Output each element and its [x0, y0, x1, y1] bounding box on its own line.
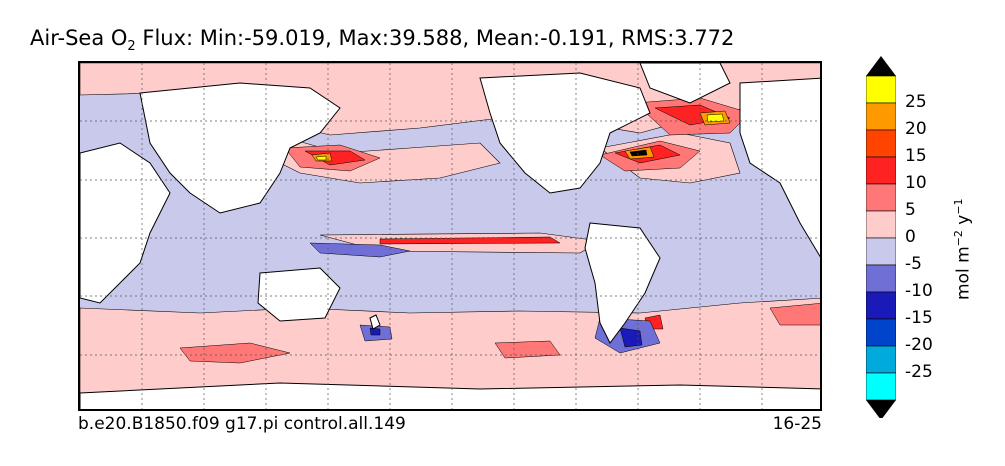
colorbar [866, 56, 896, 418]
colorbar-tick-label: -20 [905, 335, 933, 355]
tasman-deep [369, 327, 381, 336]
south-america-land [584, 222, 661, 344]
colorbar-tick-label: 10 [905, 173, 927, 193]
colorbar-tick-label: 5 [905, 200, 916, 220]
southern-ocean-patch-2 [494, 340, 561, 359]
colorbar-tick-label: -10 [905, 281, 933, 301]
colorbar-extend-bottom [866, 400, 896, 418]
run-name-label: b.e20.B1850.f09 g17.pi control.all.149 [78, 414, 406, 434]
units-exp-2: −1 [952, 198, 965, 215]
australia-land [257, 267, 341, 322]
colorbar-segment [866, 75, 896, 104]
colorbar-segment [866, 318, 896, 347]
colorbar-tick-label: 0 [905, 227, 916, 247]
colorbar-segment [866, 156, 896, 185]
colorbar-segment [866, 237, 896, 266]
colorbar-segment [866, 264, 896, 293]
colorbar-segment [866, 291, 896, 320]
north-pacific-band [269, 132, 501, 184]
flux-map [78, 61, 822, 411]
colorbar-units-label: mol m−2 y−1 [952, 198, 974, 300]
kuroshio-yellow-core [315, 155, 327, 161]
graticule [80, 63, 820, 409]
peak-flux-cores [311, 110, 731, 162]
colorbar-segment [866, 102, 896, 131]
units-exp-1: −2 [952, 230, 965, 247]
colorbar-segment [866, 372, 896, 401]
southwest-atlantic-deep [619, 327, 643, 348]
period-label: 16-25 [772, 414, 822, 434]
gulf-stream-black-core [629, 149, 648, 157]
eurasia-land [139, 82, 341, 214]
southern-ocean-patch-1 [179, 342, 291, 364]
equatorial-line [379, 236, 561, 245]
colorbar-segment [866, 183, 896, 212]
greenland-land [639, 63, 731, 104]
colorbar-segment [866, 210, 896, 239]
units-prefix: mol m [953, 246, 974, 300]
flux-map-svg [80, 63, 820, 409]
colorbar-extend-top [866, 56, 896, 76]
colorbar-segment [866, 129, 896, 158]
southern-ocean-patch-3 [769, 303, 820, 326]
europe-west-africa-land [739, 77, 820, 258]
title-subscript: 2 [127, 39, 136, 55]
north-america-land [479, 72, 651, 194]
title-suffix: Flux: Min:-59.019, Max:39.588, Mean:-0.1… [135, 26, 735, 50]
antarctica-land [80, 382, 820, 409]
colorbar-tick-label: 15 [905, 146, 927, 166]
africa-land [80, 142, 171, 304]
colorbar-tick-label: -15 [905, 308, 933, 328]
colorbar-tick-label: -25 [905, 362, 933, 382]
colorbar-segment [866, 345, 896, 374]
colorbar-tick-label: 25 [905, 92, 927, 112]
labrador-yellow-core [706, 113, 725, 123]
title-prefix: Air-Sea O [30, 26, 128, 50]
map-title: Air-Sea O2 Flux: Min:-59.019, Max:39.588… [30, 26, 734, 54]
units-mid: y [953, 214, 974, 231]
new-zealand-land [369, 314, 381, 330]
land-masses [80, 63, 820, 409]
colorbar-tick-label: 20 [905, 119, 927, 139]
colorbar-tick-label: -5 [905, 254, 922, 274]
equatorial-upwelling [309, 242, 411, 258]
